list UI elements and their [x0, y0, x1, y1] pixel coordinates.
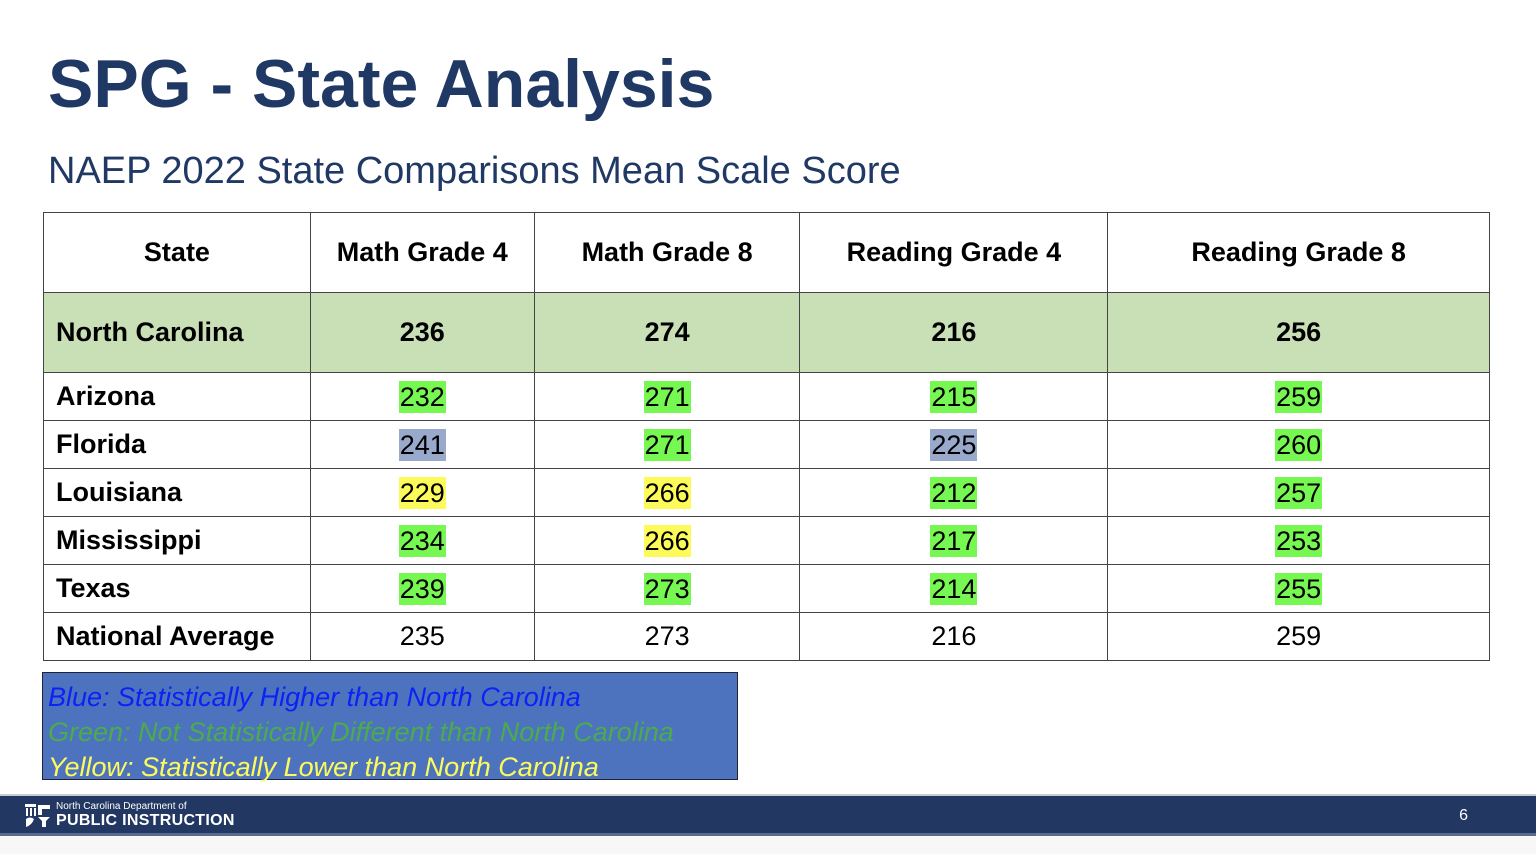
score-highlight: 266	[643, 476, 691, 509]
footer-bar: North Carolina Department of PUBLIC INST…	[0, 794, 1536, 836]
slide-title: SPG - State Analysis	[48, 46, 715, 122]
score-cell: 212	[799, 468, 1109, 517]
state-name: Florida	[43, 420, 311, 469]
score-highlight: 255	[1275, 572, 1323, 605]
score-cell: 216	[799, 612, 1109, 661]
table-row-national-average: National Average 235 273 216 259	[43, 612, 1490, 661]
header-reading-grade-4: Reading Grade 4	[799, 212, 1109, 293]
table-row: Florida 241 271 225 260	[43, 420, 1490, 469]
score-highlight: 229	[398, 476, 446, 509]
table-row: Arizona 232 271 215 259	[43, 372, 1490, 421]
state-name: Louisiana	[43, 468, 311, 517]
score-cell: 271	[533, 420, 801, 469]
legend-yellow: Yellow: Statistically Lower than North C…	[48, 752, 599, 782]
score-cell: 232	[309, 372, 535, 421]
score-cell: 253	[1107, 516, 1490, 565]
score-cell: 239	[309, 564, 535, 613]
score-cell: 225	[799, 420, 1109, 469]
score-highlight: 271	[643, 428, 691, 461]
score-cell: 259	[1107, 372, 1490, 421]
table-row: Texas 239 273 214 255	[43, 564, 1490, 613]
score-cell: 256	[1107, 292, 1490, 373]
legend-green: Green: Not Statistically Different than …	[48, 717, 674, 747]
state-name: National Average	[43, 612, 311, 661]
score-cell: 241	[309, 420, 535, 469]
score-highlight: 266	[643, 524, 691, 557]
header-reading-grade-8: Reading Grade 8	[1107, 212, 1490, 293]
score-cell: 235	[309, 612, 535, 661]
naep-scores-table: State Math Grade 4 Math Grade 8 Reading …	[43, 212, 1490, 661]
score-highlight: 259	[1275, 380, 1323, 413]
score-highlight: 217	[930, 524, 978, 557]
table-row: Louisiana 229 266 212 257	[43, 468, 1490, 517]
score-cell: 259	[1107, 612, 1490, 661]
score-cell: 273	[533, 564, 801, 613]
score-highlight: 260	[1275, 428, 1323, 461]
score-cell: 236	[309, 292, 535, 373]
ncdpi-logo-icon	[25, 803, 50, 827]
ncdpi-logo: North Carolina Department of PUBLIC INST…	[24, 802, 235, 829]
score-highlight: 253	[1275, 524, 1323, 557]
state-name: North Carolina	[43, 292, 311, 373]
score-cell: 234	[309, 516, 535, 565]
page-number: 6	[1459, 807, 1468, 824]
header-math-grade-4: Math Grade 4	[309, 212, 535, 293]
score-cell: 255	[1107, 564, 1490, 613]
slide-subtitle: NAEP 2022 State Comparisons Mean Scale S…	[48, 150, 901, 192]
score-cell: 229	[309, 468, 535, 517]
score-cell: 266	[533, 468, 801, 517]
score-highlight: 239	[398, 572, 446, 605]
score-highlight: 214	[930, 572, 978, 605]
score-cell: 266	[533, 516, 801, 565]
score-cell: 274	[533, 292, 801, 373]
score-highlight: 232	[398, 380, 446, 413]
score-highlight: 241	[398, 428, 446, 461]
bottom-margin	[0, 836, 1536, 854]
score-highlight: 215	[930, 380, 978, 413]
score-cell: 273	[533, 612, 801, 661]
score-highlight: 271	[643, 380, 691, 413]
state-name: Mississippi	[43, 516, 311, 565]
table-row-north-carolina: North Carolina 236 274 216 256	[43, 292, 1490, 373]
score-cell: 216	[799, 292, 1109, 373]
org-name-line2: PUBLIC INSTRUCTION	[56, 812, 235, 829]
score-cell: 214	[799, 564, 1109, 613]
score-highlight: 273	[643, 572, 691, 605]
state-name: Texas	[43, 564, 311, 613]
score-highlight: 225	[930, 428, 978, 461]
score-cell: 217	[799, 516, 1109, 565]
table-header-row: State Math Grade 4 Math Grade 8 Reading …	[43, 212, 1490, 293]
header-state: State	[43, 212, 311, 293]
header-math-grade-8: Math Grade 8	[533, 212, 801, 293]
score-cell: 260	[1107, 420, 1490, 469]
table-row: Mississippi 234 266 217 253	[43, 516, 1490, 565]
org-name-line1: North Carolina Department of	[56, 801, 187, 812]
score-highlight: 257	[1275, 476, 1323, 509]
legend-blue: Blue: Statistically Higher than North Ca…	[48, 682, 581, 712]
score-cell: 257	[1107, 468, 1490, 517]
color-legend: Blue: Statistically Higher than North Ca…	[42, 672, 738, 782]
score-cell: 215	[799, 372, 1109, 421]
score-cell: 271	[533, 372, 801, 421]
score-highlight: 234	[398, 524, 446, 557]
score-highlight: 212	[930, 476, 978, 509]
state-name: Arizona	[43, 372, 311, 421]
